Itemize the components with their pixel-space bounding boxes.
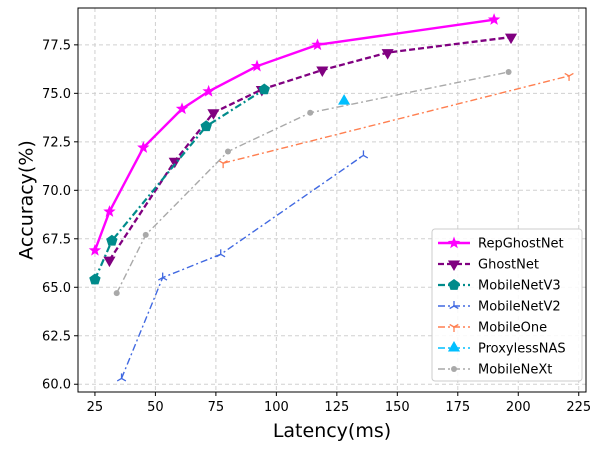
y-tick-label: 77.5 [42, 38, 71, 53]
y-tick-label: 72.5 [42, 135, 71, 150]
legend-label: MobileNetV2 [478, 300, 561, 315]
x-tick-label: 150 [385, 400, 410, 415]
data-point [207, 109, 220, 120]
series-proxylessnas [338, 94, 351, 105]
legend-item: MobileNetV3 [438, 279, 561, 294]
data-point [358, 150, 369, 159]
x-tick-label: 50 [147, 400, 164, 415]
y-axis-title: Accuracy(%) [16, 140, 38, 260]
data-point [505, 69, 512, 75]
y-tick-label: 65.0 [42, 281, 71, 296]
series-mobileone [218, 72, 574, 169]
data-point [311, 38, 324, 51]
legend-item: RepGhostNet [438, 236, 564, 252]
legend-marker [449, 323, 459, 332]
y-tick-label: 67.5 [42, 232, 71, 247]
x-tick-label: 200 [506, 400, 531, 415]
legend-label: ProxylessNAS [478, 342, 566, 357]
y-tick-label: 70.0 [42, 184, 71, 199]
data-point [88, 243, 102, 256]
series-line [222, 75, 570, 164]
y-tick-label: 60.0 [42, 378, 71, 393]
data-point [381, 49, 394, 60]
legend-box [431, 228, 583, 382]
series-mobilenetv3 [89, 83, 270, 285]
x-tick-label: 175 [445, 400, 470, 415]
series-line [93, 88, 265, 280]
data-point [158, 272, 168, 281]
data-point [103, 205, 116, 217]
x-axis-title: Latency(ms) [273, 420, 391, 442]
data-point [200, 120, 212, 132]
data-point [564, 72, 574, 81]
legend-marker [448, 279, 460, 290]
data-point [224, 148, 231, 155]
series-line [108, 35, 512, 261]
legend: RepGhostNet GhostNet MobileNetV3 MobileNetV… [431, 228, 583, 382]
x-tick-label: 225 [566, 400, 591, 415]
data-point [137, 141, 150, 153]
legend-label: MobileOne [478, 321, 547, 336]
data-point [504, 33, 518, 45]
data-point [89, 273, 101, 285]
legend-marker [447, 341, 461, 352]
y-tick-label: 62.5 [42, 329, 71, 344]
data-point [250, 59, 264, 72]
legend-marker [449, 301, 459, 310]
x-tick-label: 100 [264, 400, 289, 415]
series-line [120, 154, 364, 379]
data-point [103, 256, 116, 268]
data-point [258, 83, 270, 95]
data-point [175, 102, 189, 115]
legend-item: MobileOne [438, 321, 547, 336]
series-mobilenetv2 [116, 150, 369, 382]
legend-item: MobileNeXt [438, 363, 552, 378]
legend-marker [451, 366, 457, 372]
legend-item: MobileNetV2 [438, 300, 561, 315]
legend-marker [447, 236, 461, 249]
data-point [116, 373, 127, 382]
x-tick-label: 25 [87, 400, 104, 415]
data-point [106, 234, 118, 246]
plot-frame [77, 7, 587, 393]
data-point [113, 290, 120, 297]
y-tick-label: 75.0 [42, 87, 71, 102]
legend-label: RepGhostNet [478, 237, 564, 252]
series-mobilenext [113, 69, 512, 297]
legend-item: ProxylessNAS [438, 341, 566, 357]
legend-marker [447, 260, 461, 271]
x-tick-label: 125 [324, 400, 349, 415]
x-tick-label: 75 [208, 400, 225, 415]
legend-item: GhostNet [438, 258, 539, 273]
series-line [93, 18, 495, 251]
legend-label: GhostNet [478, 258, 539, 273]
series-repghostnet [88, 13, 501, 256]
data-point [218, 160, 228, 169]
series-layer [88, 13, 574, 382]
data-point [338, 94, 351, 105]
data-point [487, 13, 501, 25]
legend-label: MobileNetV3 [478, 279, 561, 294]
ticks: 25 50 75 100 125 150 175 200 225 60.0 62.5 65.0 67.5… [42, 38, 591, 415]
data-point [142, 231, 149, 238]
data-point [307, 109, 314, 116]
data-point [202, 84, 215, 97]
data-point [316, 66, 329, 78]
data-point [216, 249, 226, 258]
legend-label: MobileNeXt [478, 363, 552, 378]
